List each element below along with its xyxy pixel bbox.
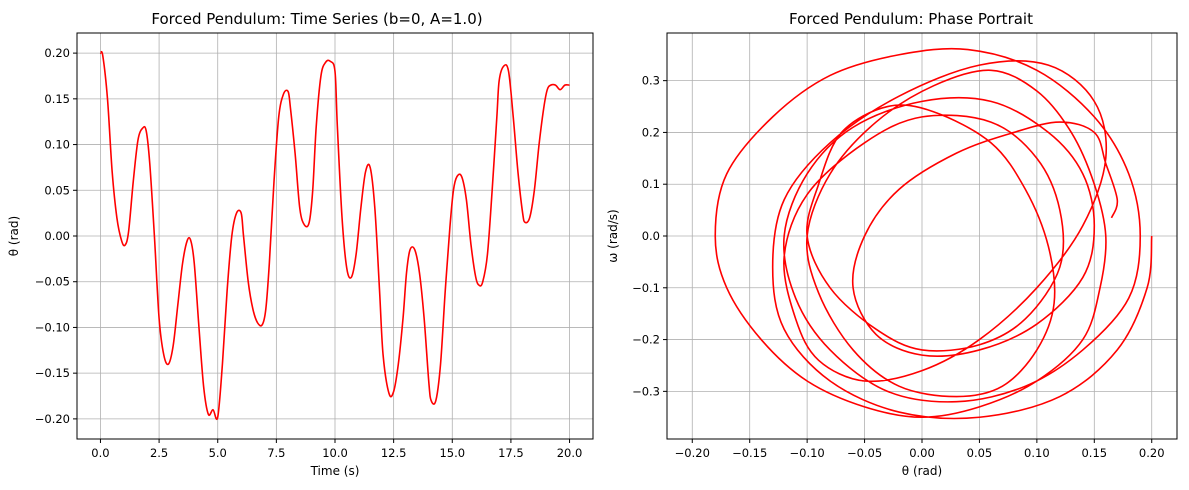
time-series-axes: Forced Pendulum: Time Series (b=0, A=1.0… xyxy=(7,10,594,478)
time-series-xtick-label: 2.5 xyxy=(150,446,168,460)
phase-portrait-xtick-label: −0.15 xyxy=(732,446,767,460)
phase-portrait-plot-area xyxy=(714,47,1153,420)
phase-portrait-title: Forced Pendulum: Phase Portrait xyxy=(789,10,1033,28)
time-series-title: Forced Pendulum: Time Series (b=0, A=1.0… xyxy=(151,10,482,28)
phase-portrait-line xyxy=(714,47,1153,420)
phase-portrait-frame xyxy=(666,32,1178,440)
time-series-ytick-label: −0.10 xyxy=(35,320,70,334)
time-series-xtick-label: 0.0 xyxy=(91,446,109,460)
time-series-ytick-label: 0.20 xyxy=(44,46,70,60)
phase-portrait-ytick-label: 0.3 xyxy=(642,74,660,88)
phase-portrait-xlabel: θ (rad) xyxy=(902,464,942,478)
time-series-frame xyxy=(76,32,594,440)
time-series-line xyxy=(99,50,570,420)
time-series-xlabel: Time (s) xyxy=(310,464,360,478)
time-series-ytick-label: −0.15 xyxy=(35,366,70,380)
phase-portrait-xtick-label: −0.10 xyxy=(790,446,825,460)
time-series-ytick-label: −0.20 xyxy=(35,412,70,426)
phase-portrait-ylabel: ω (rad/s) xyxy=(606,209,620,262)
time-series-xtick-label: 5.0 xyxy=(209,446,227,460)
phase-portrait-xtick-label: 0.15 xyxy=(1081,446,1107,460)
phase-portrait-xtick-label: −0.05 xyxy=(847,446,882,460)
time-series-ytick-label: −0.05 xyxy=(35,275,70,289)
phase-portrait-grid xyxy=(667,33,1177,439)
phase-portrait-ytick-label: 0.2 xyxy=(642,125,660,139)
phase-portrait-ytick-label: −0.1 xyxy=(632,281,660,295)
time-series-ytick-label: 0.10 xyxy=(44,138,70,152)
time-series-plot-area xyxy=(99,50,570,420)
phase-portrait-xtick-label: 0.10 xyxy=(1024,446,1050,460)
time-series-ytick-label: 0.15 xyxy=(44,92,70,106)
time-series-xtick-label: 15.0 xyxy=(439,446,465,460)
time-series-xtick-label: 17.5 xyxy=(498,446,524,460)
phase-portrait-xtick-label: 0.00 xyxy=(909,446,935,460)
time-series-xtick-label: 7.5 xyxy=(267,446,285,460)
phase-portrait-axes: Forced Pendulum: Phase Portrait −0.20 −0.… xyxy=(606,10,1178,478)
phase-portrait-ticks: −0.20 −0.15 −0.10 −0.05 0.00 0.05 0.10 0.15 0.20… xyxy=(632,74,1164,460)
time-series-xtick-label: 12.5 xyxy=(381,446,407,460)
time-series-ytick-label: 0.00 xyxy=(44,229,70,243)
phase-portrait-ytick-label: 0.1 xyxy=(642,177,660,191)
time-series-ylabel: θ (rad) xyxy=(7,216,21,256)
time-series-ytick-label: 0.05 xyxy=(44,183,70,197)
time-series-xtick-label: 10.0 xyxy=(322,446,348,460)
time-series-xtick-label: 20.0 xyxy=(557,446,583,460)
phase-portrait-xtick-label: 0.05 xyxy=(967,446,993,460)
phase-portrait-ytick-label: −0.2 xyxy=(632,333,660,347)
phase-portrait-xtick-label: 0.20 xyxy=(1139,446,1165,460)
phase-portrait-ytick-label: 0.0 xyxy=(642,229,660,243)
time-series-grid xyxy=(77,33,593,439)
phase-portrait-ytick-label: −0.3 xyxy=(632,384,660,398)
time-series-ticks: 0.0 2.5 5.0 7.5 10.0 12.5 15.0 17.5 20.0 −0.20 −0.… xyxy=(35,46,583,460)
phase-portrait-xtick-label: −0.20 xyxy=(675,446,710,460)
